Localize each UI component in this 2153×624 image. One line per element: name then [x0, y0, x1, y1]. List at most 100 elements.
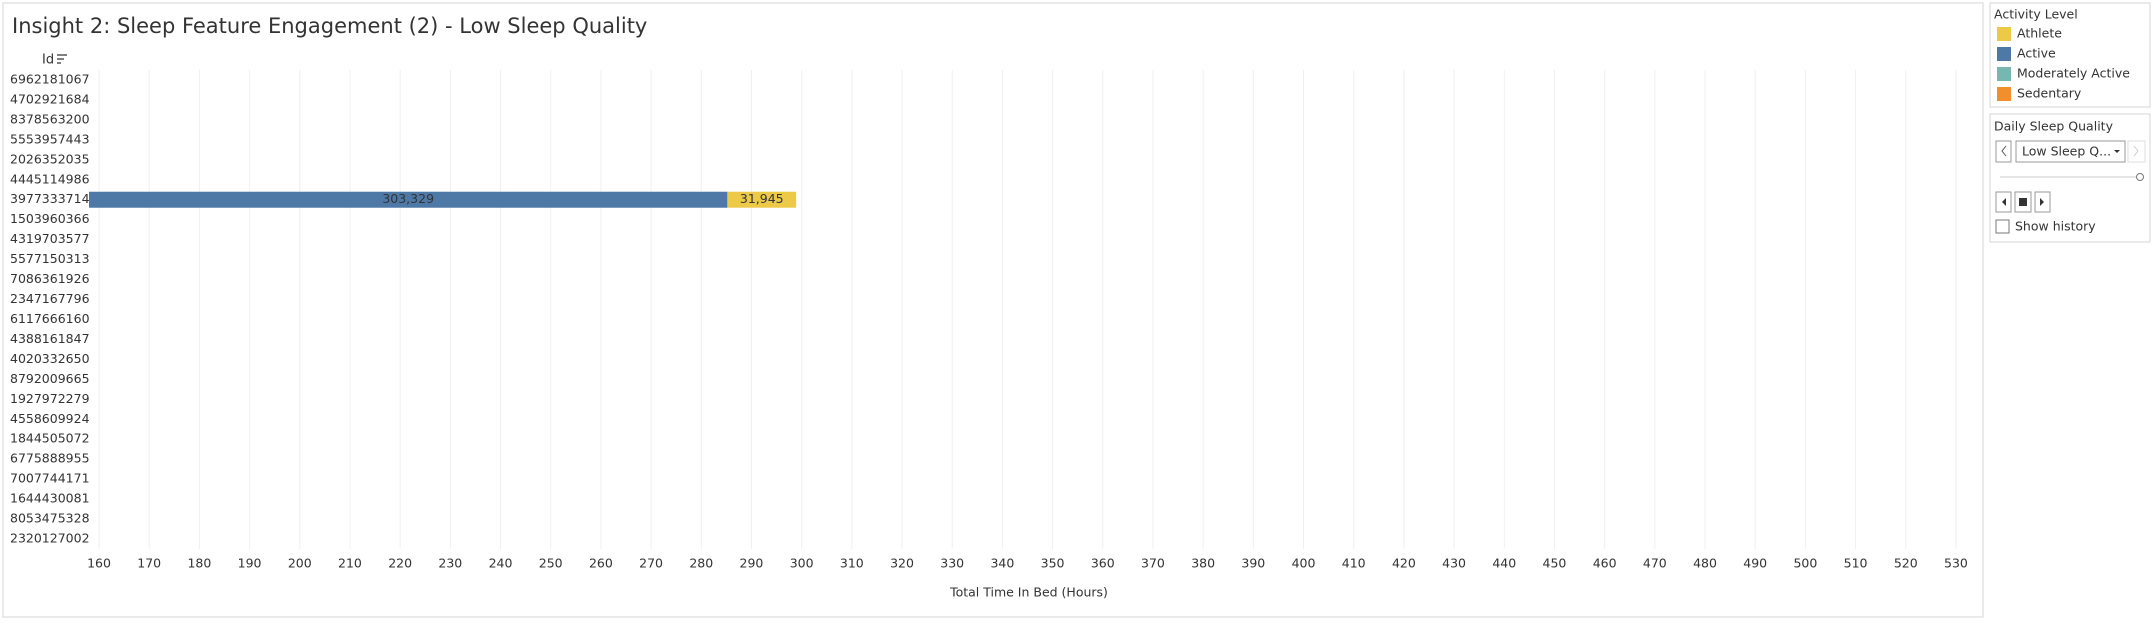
dropdown-arrow — [2114, 150, 2120, 153]
y-tick-label: 5577150313 — [10, 251, 90, 266]
step-back-icon — [2002, 198, 2006, 206]
y-tick-label: 4388161847 — [10, 331, 90, 346]
y-tick-label: 8053475328 — [10, 511, 90, 526]
x-tick-label: 460 — [1593, 556, 1617, 571]
x-tick-label: 480 — [1693, 556, 1717, 571]
y-tick-label: 6962181067 — [10, 71, 90, 86]
plot: 160 170 180 190 200 210 220 230 240 250 260 270 280 2… — [10, 70, 1968, 571]
legend-label[interactable]: Moderately Active — [2017, 66, 2130, 81]
x-tick-label: 270 — [639, 556, 663, 571]
history-label[interactable]: Show history — [2015, 219, 2096, 234]
y-tick-label: 3977333714 — [10, 191, 90, 206]
legend-swatch — [1997, 47, 2011, 61]
x-tick-label: 300 — [790, 556, 814, 571]
y-tick-label: 8378563200 — [10, 111, 90, 126]
dropdown-value: Low Sleep Q... — [2022, 144, 2111, 159]
x-tick-label: 370 — [1141, 556, 1165, 571]
dropdown[interactable] — [2015, 140, 2126, 163]
x-tick-label: 360 — [1091, 556, 1115, 571]
y-tick-label: 2347167796 — [10, 291, 90, 306]
x-tick-label: 240 — [489, 556, 513, 571]
next-icon — [2133, 145, 2139, 157]
legend-panel — [1989, 2, 2151, 108]
x-tick-label: 330 — [940, 556, 964, 571]
stop-icon — [2019, 198, 2027, 206]
x-tick-label: 470 — [1643, 556, 1667, 571]
legend-label[interactable]: Active — [2017, 46, 2056, 61]
legend-swatch — [1997, 67, 2011, 81]
bar-segment — [89, 191, 728, 208]
filter-title: Daily Sleep Quality — [1994, 119, 2114, 134]
x-tick-label: 380 — [1191, 556, 1215, 571]
y-tick-label: 6775888955 — [10, 451, 90, 466]
y-axis-header[interactable]: Id — [42, 53, 54, 68]
bars — [89, 191, 797, 208]
x-tick-label: 200 — [288, 556, 312, 571]
x-tick-label: 530 — [1944, 556, 1968, 571]
x-tick-label: 400 — [1292, 556, 1316, 571]
x-tick-label: 310 — [840, 556, 864, 571]
next-button[interactable] — [2127, 140, 2146, 163]
x-tick-label: 410 — [1342, 556, 1366, 571]
x-tick-label: 320 — [890, 556, 914, 571]
x-tick-label: 190 — [238, 556, 262, 571]
x-axis-title: Total Time In Bed (Hours) — [949, 585, 1108, 600]
x-tick-label: 350 — [1041, 556, 1065, 571]
history-checkbox[interactable] — [1995, 219, 2010, 234]
x-tick-label: 520 — [1894, 556, 1918, 571]
y-tick-label: 1644430081 — [10, 491, 90, 506]
y-tick-label: 1927972279 — [10, 391, 90, 406]
y-tick-label: 2026352035 — [10, 151, 90, 166]
x-tick-label: 340 — [990, 556, 1014, 571]
y-tick-label: 1503960366 — [10, 211, 90, 226]
x-tick-label: 500 — [1793, 556, 1817, 571]
legend-label[interactable]: Sedentary — [2017, 86, 2082, 101]
x-tick-label: 430 — [1442, 556, 1466, 571]
y-tick-label: 4558609924 — [10, 411, 90, 426]
x-tick-label: 450 — [1543, 556, 1567, 571]
sort-icon[interactable] — [57, 54, 67, 64]
y-tick-label: 6117666160 — [10, 311, 90, 326]
x-tick-label: 220 — [388, 556, 412, 571]
legend-swatch — [1997, 27, 2011, 41]
prev-icon — [2001, 145, 2007, 157]
x-tick-label: 160 — [87, 556, 111, 571]
chart-frame — [2, 2, 1984, 618]
x-tick-label: 250 — [539, 556, 563, 571]
legend-swatch — [1997, 87, 2011, 101]
x-tick-label: 420 — [1392, 556, 1416, 571]
slider-thumb[interactable] — [2136, 173, 2144, 181]
x-tick-label: 210 — [338, 556, 362, 571]
y-tick-label: 4702921684 — [10, 91, 90, 106]
x-tick-label: 170 — [137, 556, 161, 571]
x-tick-label: 510 — [1844, 556, 1868, 571]
x-tick-label: 390 — [1241, 556, 1265, 571]
x-tick-label: 230 — [438, 556, 462, 571]
data-label: 303,329 — [382, 191, 434, 206]
bar-segment — [727, 191, 797, 208]
legend-label[interactable]: Athlete — [2017, 26, 2062, 41]
y-tick-label: 4445114986 — [10, 171, 90, 186]
y-tick-label: 4020332650 — [10, 351, 90, 366]
x-tick-label: 490 — [1743, 556, 1767, 571]
y-tick-label: 2320127002 — [10, 531, 90, 546]
y-tick-label: 1844505072 — [10, 431, 90, 446]
data-label: 31,945 — [740, 191, 784, 206]
play-icon — [2040, 198, 2044, 206]
filter-panel — [1989, 113, 2151, 243]
y-tick-label: 5553957443 — [10, 131, 90, 146]
x-tick-label: 290 — [740, 556, 764, 571]
x-tick-label: 260 — [589, 556, 613, 571]
chart-title: Insight 2: Sleep Feature Engagement (2) … — [12, 14, 647, 38]
x-tick-label: 180 — [187, 556, 211, 571]
x-tick-label: 440 — [1492, 556, 1516, 571]
y-tick-label: 7086361926 — [10, 271, 90, 286]
prev-button[interactable] — [1995, 140, 2012, 163]
x-tick-label: 280 — [689, 556, 713, 571]
y-tick-label: 8792009665 — [10, 371, 90, 386]
y-tick-label: 7007744171 — [10, 471, 90, 486]
legend-title: Activity Level — [1994, 7, 2078, 22]
y-tick-label: 4319703577 — [10, 231, 90, 246]
